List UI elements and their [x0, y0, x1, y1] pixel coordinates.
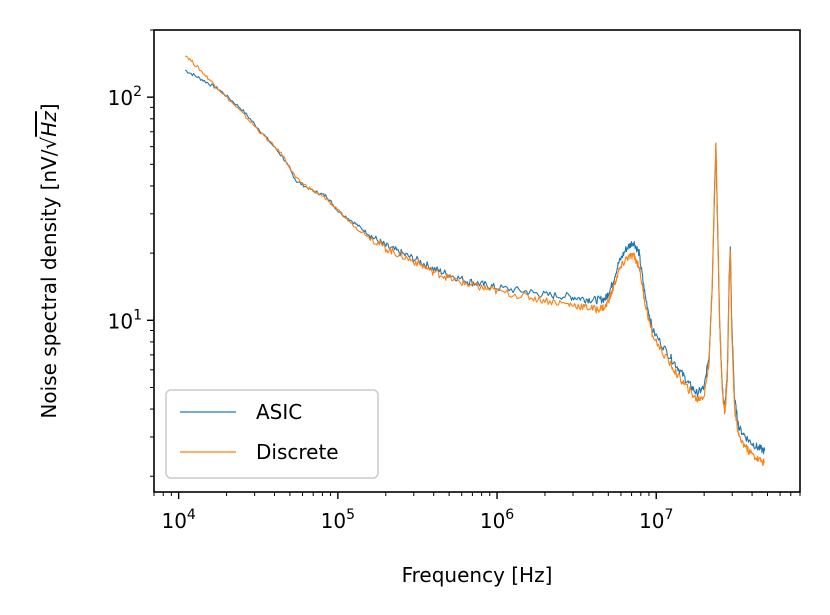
y-axis-ticks: 101 102	[108, 29, 154, 477]
plot-frame	[153, 29, 801, 493]
y-axis-label-close: ]	[37, 103, 61, 111]
series-layer	[185, 55, 766, 467]
legend-label-discrete: Discrete	[256, 440, 339, 464]
svg-text:Noise spectral density [nV/√Hz: Noise spectral density [nV/√Hz]	[37, 103, 61, 418]
x-axis-label: Frequency [Hz]	[402, 563, 553, 587]
x-tick-label: 104	[161, 507, 195, 533]
y-axis-label: Noise spectral density [nV/√Hz]	[37, 103, 61, 418]
x-tick-label: 106	[480, 507, 514, 533]
y-axis-label-radicand: Hz	[37, 111, 61, 137]
sqrt-symbol: √	[37, 137, 61, 150]
x-axis-ticks: 104 105 106 107	[153, 492, 801, 533]
legend-label-asic: ASIC	[256, 400, 302, 424]
y-tick-label: 101	[108, 307, 142, 333]
legend: ASIC Discrete	[165, 389, 379, 479]
x-tick-label: 107	[639, 507, 673, 533]
x-tick-label: 105	[321, 507, 355, 533]
y-axis-label-main: Noise spectral density [nV/	[37, 149, 61, 418]
y-tick-label: 102	[108, 84, 142, 110]
series-line-discrete	[185, 55, 766, 467]
